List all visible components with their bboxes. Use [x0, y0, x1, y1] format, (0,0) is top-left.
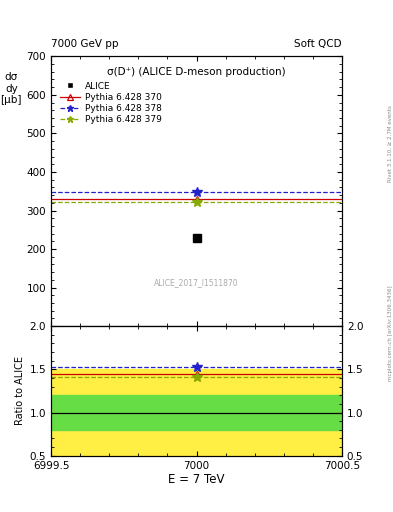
Bar	[51, 395, 342, 430]
Text: Soft QCD: Soft QCD	[294, 38, 342, 49]
Text: mcplots.cern.ch [arXiv:1306.3436]: mcplots.cern.ch [arXiv:1306.3436]	[388, 285, 393, 380]
Bar	[51, 369, 342, 456]
Y-axis label: dσ
dy
[μb]: dσ dy [μb]	[0, 72, 22, 105]
Text: ALICE_2017_I1511870: ALICE_2017_I1511870	[154, 279, 239, 287]
X-axis label: E = 7 TeV: E = 7 TeV	[168, 473, 225, 486]
Text: 7000 GeV pp: 7000 GeV pp	[51, 38, 119, 49]
Y-axis label: Ratio to ALICE: Ratio to ALICE	[15, 356, 26, 425]
Text: σ(D⁺) (ALICE D-meson production): σ(D⁺) (ALICE D-meson production)	[107, 67, 286, 77]
Text: Rivet 3.1.10, ≥ 2.7M events: Rivet 3.1.10, ≥ 2.7M events	[388, 105, 393, 182]
Legend: ALICE, Pythia 6.428 370, Pythia 6.428 378, Pythia 6.428 379: ALICE, Pythia 6.428 370, Pythia 6.428 37…	[59, 80, 163, 126]
